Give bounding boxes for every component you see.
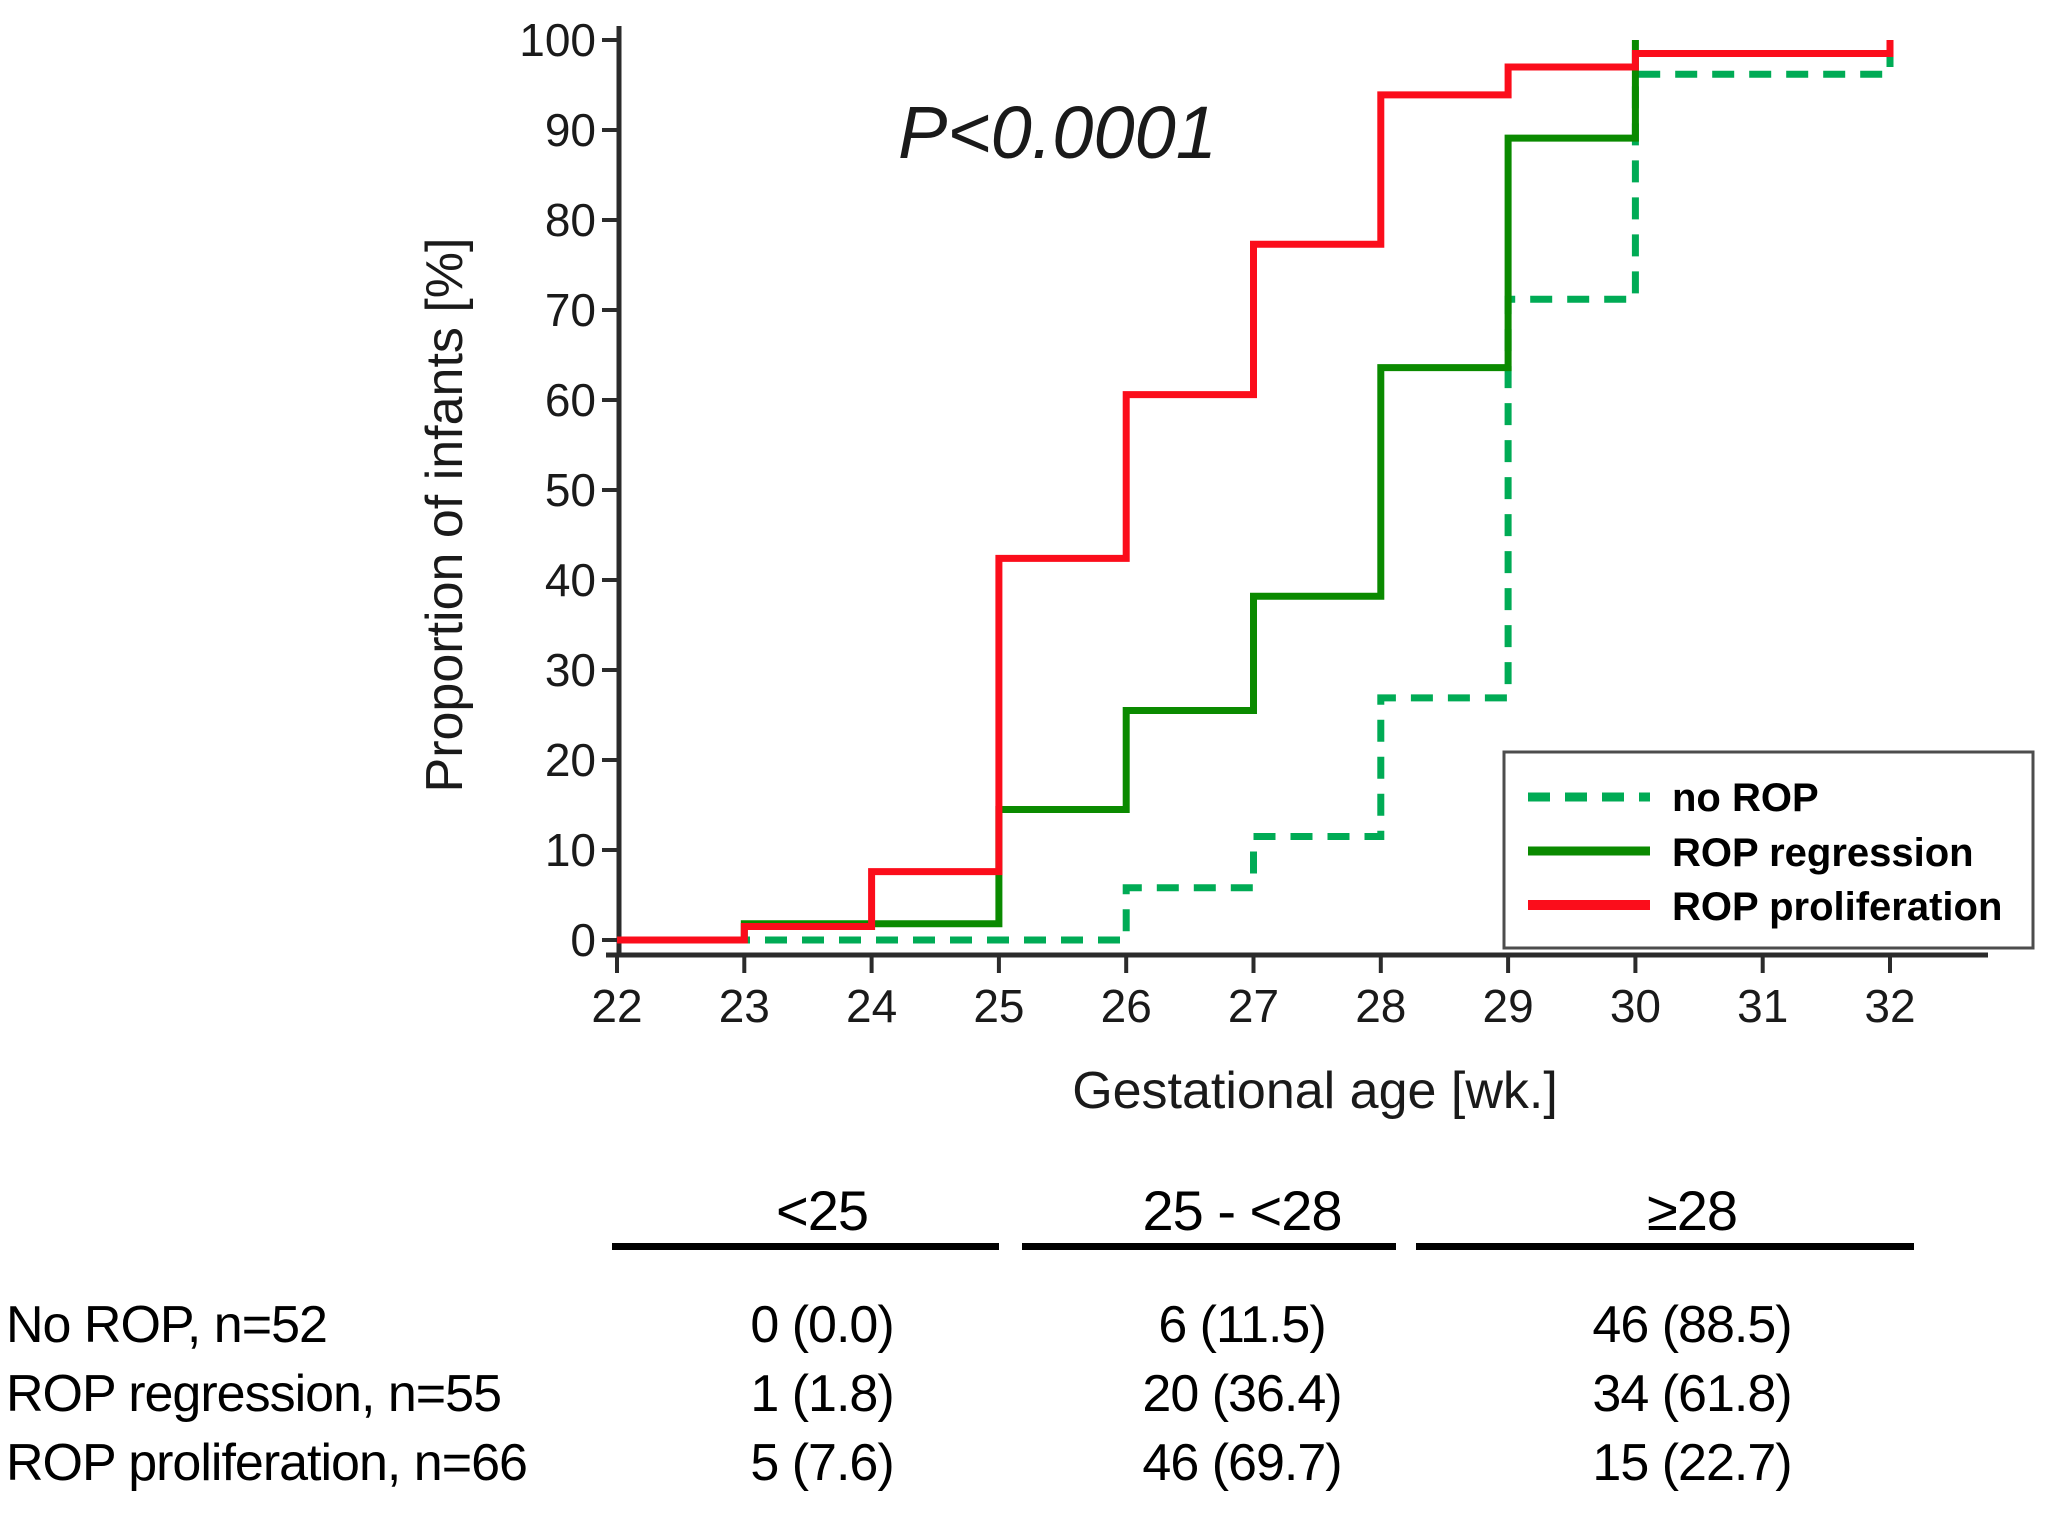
x-tick-label: 23 — [719, 980, 770, 1032]
x-axis-ticks: 22 23 24 25 26 27 28 29 30 31 32 — [591, 955, 1916, 1032]
table-col-header-25to28: 25 - <28 — [1142, 1179, 1341, 1242]
x-tick-label: 30 — [1610, 980, 1661, 1032]
table-cell: 46 (88.5) — [1592, 1296, 1791, 1354]
table-row: ROP proliferation, n=66 5 (7.6) 46 (69.7… — [6, 1434, 1793, 1492]
table-row: No ROP, n=52 0 (0.0) 6 (11.5) 46 (88.5) — [6, 1296, 1793, 1354]
y-tick-label: 30 — [545, 644, 596, 696]
y-tick-label: 100 — [519, 14, 596, 66]
table-header-rule-2 — [1022, 1243, 1396, 1250]
p-value-annotation: P<0.0001 — [898, 91, 1217, 174]
y-axis-title: Proportion of infants [%] — [416, 238, 474, 793]
series-rop-proliferation — [617, 40, 1894, 944]
summary-table: <25 25 - <28 ≥28 No ROP, n=52 0 (0.0) 6 … — [6, 1179, 1914, 1492]
table-cell: 6 (11.5) — [1158, 1296, 1325, 1354]
x-axis-title: Gestational age [wk.] — [1072, 1062, 1558, 1120]
y-tick-label: 90 — [545, 104, 596, 156]
x-tick-label: 25 — [973, 980, 1024, 1032]
x-tick-label: 22 — [591, 980, 642, 1032]
series-paths — [617, 40, 1894, 944]
y-tick-label: 40 — [545, 554, 596, 606]
table-row-label: No ROP, n=52 — [6, 1296, 327, 1354]
table-header-rule-1 — [612, 1243, 999, 1250]
x-tick-label: 24 — [846, 980, 897, 1032]
x-tick-label: 28 — [1355, 980, 1406, 1032]
legend: no ROP ROP regression ROP proliferation — [1502, 750, 2035, 950]
x-tick-label: 29 — [1483, 980, 1534, 1032]
x-tick-label: 32 — [1864, 980, 1915, 1032]
y-tick-label: 50 — [545, 464, 596, 516]
y-tick-label: 80 — [545, 194, 596, 246]
table-row-label: ROP regression, n=55 — [6, 1365, 501, 1423]
y-tick-label: 10 — [545, 824, 596, 876]
y-tick-label: 0 — [570, 914, 596, 966]
y-axis-ticks: 0 10 20 30 40 50 60 70 80 90 100 — [519, 14, 619, 966]
table-cell: 34 (61.8) — [1592, 1365, 1791, 1423]
x-tick-label: 31 — [1737, 980, 1788, 1032]
legend-label-rop-proliferation: ROP proliferation — [1672, 885, 2002, 929]
y-tick-label: 70 — [545, 284, 596, 336]
table-cell: 46 (69.7) — [1142, 1434, 1341, 1492]
step-chart: 0 10 20 30 40 50 60 70 80 90 100 22 23 24 25 26 27 28 29 3… — [416, 14, 2035, 1120]
x-tick-label: 26 — [1101, 980, 1152, 1032]
table-cell: 0 (0.0) — [750, 1296, 893, 1354]
y-tick-label: 20 — [545, 734, 596, 786]
legend-label-no-rop: no ROP — [1672, 776, 1819, 820]
table-cell: 1 (1.8) — [750, 1365, 893, 1423]
series-no-rop — [617, 40, 1894, 944]
table-row: ROP regression, n=55 1 (1.8) 20 (36.4) 3… — [6, 1365, 1793, 1423]
x-tick-label: 27 — [1228, 980, 1279, 1032]
table-col-header-ge28: ≥28 — [1647, 1179, 1737, 1242]
table-row-label: ROP proliferation, n=66 — [6, 1434, 527, 1492]
table-cell: 20 (36.4) — [1142, 1365, 1341, 1423]
table-col-header-lt25: <25 — [776, 1179, 868, 1242]
y-tick-label: 60 — [545, 374, 596, 426]
legend-label-rop-regression: ROP regression — [1672, 831, 1974, 875]
table-header-rule-3 — [1416, 1243, 1914, 1250]
table-cell: 5 (7.6) — [750, 1434, 893, 1492]
table-cell: 15 (22.7) — [1592, 1434, 1791, 1492]
